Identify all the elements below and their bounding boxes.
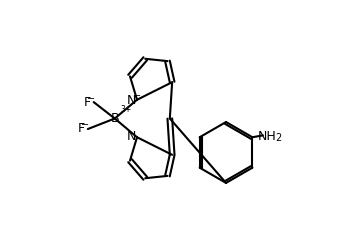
Text: N: N <box>127 94 136 107</box>
Text: 3+: 3+ <box>120 105 131 114</box>
Text: −: − <box>81 120 90 130</box>
Text: 2: 2 <box>275 133 281 143</box>
Text: N: N <box>127 130 136 143</box>
Text: NH: NH <box>258 130 277 143</box>
Text: −: − <box>133 91 141 100</box>
Text: F: F <box>78 122 85 135</box>
Text: F: F <box>83 96 91 109</box>
Text: B: B <box>111 112 119 125</box>
Text: −: − <box>87 94 95 104</box>
